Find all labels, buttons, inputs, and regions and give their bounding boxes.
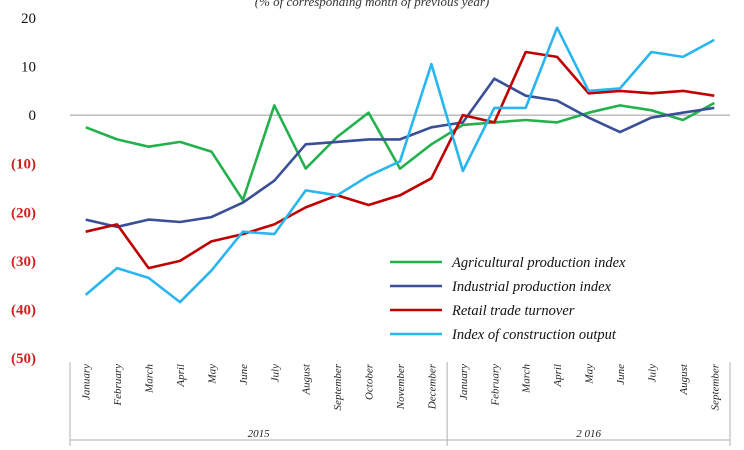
x-tick-label: November (395, 363, 407, 410)
year-label: 2015 (248, 428, 271, 440)
x-tick-label: January (458, 364, 470, 400)
series-line (85, 101, 715, 202)
y-tick-label: (30) (11, 254, 36, 270)
y-tick-label: (10) (11, 157, 36, 173)
x-tick-label: September (709, 363, 721, 410)
x-tick-label: May (584, 364, 596, 385)
y-tick-label: (40) (11, 302, 36, 318)
x-tick-label: March (521, 364, 533, 394)
legend-label: Agricultural production index (451, 255, 626, 271)
y-tick-label: (50) (11, 351, 36, 367)
x-tick-label: July (646, 364, 658, 382)
x-tick-label: March (144, 364, 156, 394)
chart-subtitle: (% of corresponding month of previous ye… (254, 0, 490, 9)
x-tick-label: February (489, 364, 501, 407)
x-tick-label: June (238, 364, 250, 385)
y-tick-label: 20 (21, 11, 36, 27)
y-tick-label: (20) (11, 205, 36, 221)
series-line (84, 26, 715, 304)
x-tick-label: December (426, 363, 438, 410)
y-tick-label: 0 (29, 108, 37, 124)
series-line (85, 50, 715, 270)
x-tick-label: August (301, 363, 313, 396)
x-tick-label: May (206, 364, 218, 385)
series-line (85, 77, 715, 229)
legend-label: Index of construction output (451, 327, 617, 343)
legend-label: Industrial production index (451, 279, 612, 295)
legend-label: Retail trade turnover (451, 303, 575, 319)
x-tick-label: July (269, 364, 281, 382)
x-tick-label: April (552, 364, 564, 388)
x-tick-label: August (678, 363, 690, 396)
year-label: 2 016 (576, 428, 601, 440)
x-tick-label: October (364, 363, 376, 400)
x-tick-label: April (175, 364, 187, 388)
y-tick-label: 10 (21, 60, 36, 76)
x-tick-label: September (332, 363, 344, 410)
x-tick-label: January (81, 364, 93, 400)
x-tick-label: February (112, 364, 124, 407)
x-tick-label: June (615, 364, 627, 385)
